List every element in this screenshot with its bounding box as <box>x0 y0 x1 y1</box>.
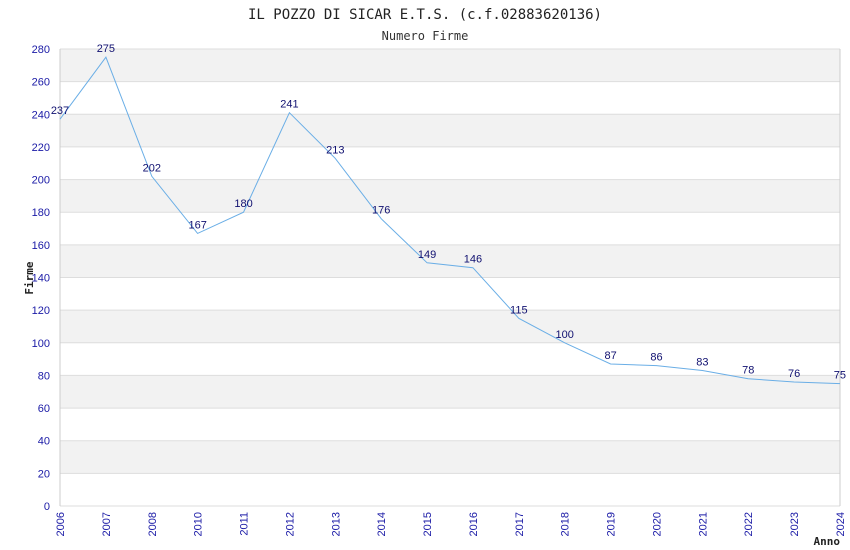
grid-band <box>60 49 840 82</box>
x-tick-label: 2011 <box>239 512 251 536</box>
grid-band <box>60 408 840 441</box>
data-label: 176 <box>372 205 390 217</box>
x-tick-label: 2018 <box>560 512 572 536</box>
grid-band <box>60 146 840 180</box>
data-label: 86 <box>650 352 662 364</box>
y-tick-label: 100 <box>32 338 50 350</box>
x-tick-label: 2012 <box>284 512 296 536</box>
x-tick-label: 2017 <box>514 512 526 536</box>
x-tick-label: 2015 <box>422 512 434 536</box>
y-tick-label: 140 <box>32 273 50 285</box>
data-label: 167 <box>188 219 206 231</box>
data-label: 87 <box>604 350 616 362</box>
x-tick-label: 2019 <box>606 512 618 536</box>
x-tick-label: 2021 <box>697 512 709 536</box>
y-tick-label: 160 <box>32 240 50 252</box>
x-axis-ticks: 2006 2007 2008 2010 2011 2012 2013 2014 2015 2016… <box>55 512 847 536</box>
y-tick-label: 0 <box>44 501 50 513</box>
x-tick-label: 2022 <box>743 512 755 536</box>
series-line <box>59 56 841 385</box>
x-tick-label: 2020 <box>651 512 663 536</box>
y-tick-label: 220 <box>32 142 50 154</box>
x-tick-label: 2023 <box>789 512 801 536</box>
data-label: 241 <box>280 99 298 111</box>
grid-band <box>60 342 840 376</box>
data-label: 78 <box>742 365 754 377</box>
x-tick-label: 2007 <box>101 512 113 536</box>
x-axis-label: Anno <box>814 535 841 548</box>
data-label: 100 <box>556 329 574 341</box>
y-tick-label: 120 <box>32 305 50 317</box>
y-tick-label: 280 <box>32 44 50 56</box>
data-labels: 237 275 202 167 180 241 213 176 149 146 115 100 87 86… <box>51 43 846 381</box>
y-tick-label: 20 <box>38 468 50 480</box>
x-tick-label: 2010 <box>193 512 205 536</box>
data-label: 83 <box>696 357 708 369</box>
grid-band <box>60 179 840 213</box>
y-tick-label: 240 <box>32 109 50 121</box>
data-label: 115 <box>510 304 528 316</box>
data-label: 202 <box>143 162 161 174</box>
grid-band <box>60 212 840 245</box>
data-label: 149 <box>418 249 436 261</box>
y-tick-label: 200 <box>32 175 50 187</box>
grid-band <box>60 375 840 409</box>
y-axis-label: Firme <box>23 261 36 294</box>
y-tick-label: 40 <box>38 436 50 448</box>
chart-title: IL POZZO DI SICAR E.T.S. (c.f.0288362013… <box>248 7 602 23</box>
plot-background <box>59 48 841 507</box>
data-label: 146 <box>464 254 482 266</box>
y-tick-label: 60 <box>38 403 50 415</box>
data-label: 75 <box>834 370 846 382</box>
data-label: 180 <box>234 198 252 210</box>
grid-band <box>60 310 840 343</box>
data-label: 275 <box>97 43 115 55</box>
x-tick-label: 2006 <box>55 512 67 536</box>
data-label: 213 <box>326 144 344 156</box>
y-tick-label: 260 <box>32 77 50 89</box>
data-label: 76 <box>788 368 800 380</box>
grid-band <box>60 277 840 311</box>
grid-band <box>60 81 840 115</box>
y-tick-label: 180 <box>32 207 50 219</box>
chart-subtitle: Numero Firme <box>382 29 469 43</box>
x-tick-label: 2024 <box>835 512 847 536</box>
x-tick-label: 2008 <box>147 512 159 536</box>
y-axis-ticks: 0 20 40 60 80 100 120 140 160 180 200 220 240 260 280 <box>32 44 50 513</box>
grid-band <box>60 114 840 147</box>
data-label: 237 <box>51 105 69 117</box>
grid-band <box>60 244 840 278</box>
grid-band <box>60 440 840 474</box>
x-tick-label: 2013 <box>330 512 342 536</box>
y-tick-label: 80 <box>38 370 50 382</box>
x-tick-label: 2014 <box>376 512 388 536</box>
x-tick-label: 2016 <box>468 512 480 536</box>
grid-band <box>60 473 840 506</box>
